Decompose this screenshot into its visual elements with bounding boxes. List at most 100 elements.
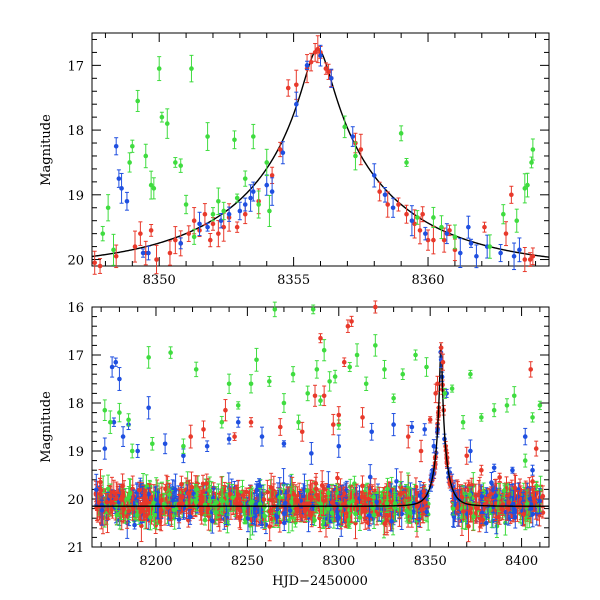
series-point (264, 174, 270, 196)
series-point (148, 170, 154, 200)
data-point (111, 247, 116, 253)
top-data-points (92, 35, 536, 275)
series-point (269, 177, 275, 206)
data-point (205, 224, 210, 230)
data-point (135, 98, 140, 104)
series-point (417, 216, 423, 245)
data-point (498, 250, 503, 256)
series-point (256, 190, 261, 219)
data-point (414, 215, 420, 220)
data-point (232, 137, 237, 143)
data-point (167, 250, 173, 256)
data-point (468, 241, 474, 246)
series-point (308, 52, 314, 72)
data-point (218, 218, 224, 223)
series-point (116, 169, 122, 188)
data-point (256, 202, 261, 207)
data-point (323, 66, 329, 71)
data-point (466, 224, 471, 230)
series-point (242, 197, 248, 212)
data-point (127, 160, 132, 165)
series-point (530, 247, 536, 266)
series-point (119, 172, 124, 204)
data-point (210, 221, 216, 227)
series-point (525, 172, 530, 198)
series-point (501, 204, 506, 225)
data-point (494, 523, 500, 529)
series-point (127, 152, 132, 173)
series-point (210, 217, 216, 231)
data-point (173, 160, 178, 165)
series-point (412, 209, 417, 239)
series-point (377, 181, 382, 202)
series-point (304, 60, 310, 70)
data-point (312, 50, 318, 55)
data-point (148, 182, 154, 188)
data-point (382, 192, 388, 198)
data-point (489, 480, 494, 485)
data-point (342, 124, 347, 130)
data-point (207, 237, 213, 243)
series-point (328, 68, 334, 88)
y-tick-label: 20 (67, 254, 84, 269)
series-point (135, 89, 140, 112)
series-point (404, 204, 409, 224)
data-point (417, 493, 423, 498)
series-point (439, 215, 444, 240)
data-point (267, 208, 272, 214)
y-tick-label: 19 (67, 189, 84, 204)
data-point (371, 173, 377, 178)
data-point (412, 221, 417, 227)
data-point (315, 46, 321, 52)
series-point (191, 228, 197, 245)
data-point (522, 186, 528, 191)
data-point (269, 189, 275, 194)
data-point (335, 475, 340, 481)
data-point (404, 211, 409, 217)
data-point (200, 481, 206, 487)
data-point (221, 208, 227, 214)
series-point (234, 193, 240, 203)
y-tick-label: 17 (67, 59, 84, 74)
data-point (151, 186, 157, 191)
series-point (382, 187, 388, 203)
series-point (159, 111, 165, 123)
series-point (431, 206, 436, 228)
series-point (511, 242, 517, 271)
data-point (173, 237, 178, 243)
data-point (482, 224, 487, 230)
series-point (527, 252, 533, 267)
series-point (420, 206, 425, 223)
data-point (216, 198, 221, 204)
series-point (358, 133, 364, 166)
bottom-tick-labels: 8200 8250 8300 8350 8400 16 17 18 19 20 21 (67, 301, 538, 569)
y-tick-label: 18 (67, 397, 84, 412)
series-point (97, 258, 103, 274)
series-point (216, 220, 221, 248)
series-point (105, 194, 111, 222)
series-point (371, 163, 377, 188)
series-point (468, 238, 474, 248)
data-point (248, 195, 253, 201)
data-point (501, 211, 506, 217)
series-point (186, 225, 192, 242)
data-point (423, 231, 428, 236)
data-point (457, 250, 463, 256)
data-point (358, 147, 364, 152)
x-tick-label: 8200 (139, 554, 172, 569)
data-point (382, 521, 388, 527)
data-point (377, 189, 382, 194)
data-point (527, 257, 533, 262)
data-point (474, 253, 479, 259)
series-point (234, 221, 240, 233)
data-point (396, 202, 401, 207)
series-point (423, 226, 428, 241)
data-point (130, 143, 135, 149)
series-point (264, 148, 270, 177)
data-point (425, 237, 431, 243)
data-point (164, 121, 170, 126)
series-point (232, 130, 237, 150)
data-point (304, 63, 310, 68)
